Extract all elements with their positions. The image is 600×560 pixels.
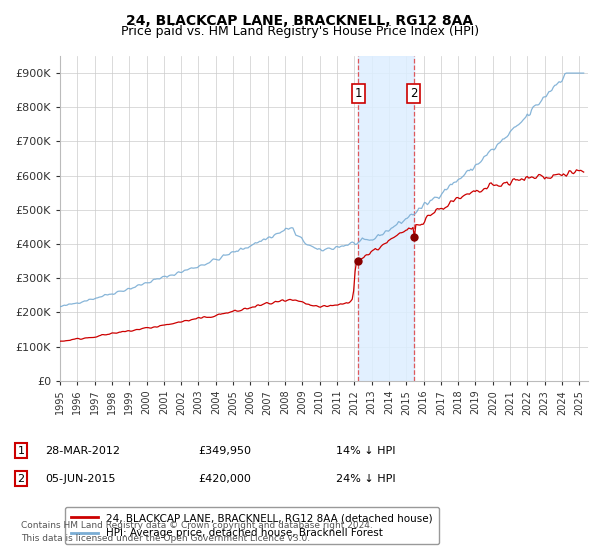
Legend: 24, BLACKCAP LANE, BRACKNELL, RG12 8AA (detached house), HPI: Average price, det: 24, BLACKCAP LANE, BRACKNELL, RG12 8AA (… — [65, 507, 439, 544]
Bar — [358, 56, 413, 381]
Text: £420,000: £420,000 — [198, 474, 251, 484]
Text: This data is licensed under the Open Government Licence v3.0.: This data is licensed under the Open Gov… — [21, 534, 310, 543]
Text: 1: 1 — [17, 446, 25, 456]
Text: 2: 2 — [17, 474, 25, 484]
Text: 24% ↓ HPI: 24% ↓ HPI — [336, 474, 395, 484]
Text: 2: 2 — [410, 87, 417, 100]
Text: 24, BLACKCAP LANE, BRACKNELL, RG12 8AA: 24, BLACKCAP LANE, BRACKNELL, RG12 8AA — [127, 14, 473, 28]
Text: 28-MAR-2012: 28-MAR-2012 — [45, 446, 120, 456]
Text: Price paid vs. HM Land Registry's House Price Index (HPI): Price paid vs. HM Land Registry's House … — [121, 25, 479, 38]
Text: Contains HM Land Registry data © Crown copyright and database right 2024.: Contains HM Land Registry data © Crown c… — [21, 521, 373, 530]
Text: 1: 1 — [355, 87, 362, 100]
Text: 05-JUN-2015: 05-JUN-2015 — [45, 474, 115, 484]
Text: £349,950: £349,950 — [198, 446, 251, 456]
Text: 14% ↓ HPI: 14% ↓ HPI — [336, 446, 395, 456]
